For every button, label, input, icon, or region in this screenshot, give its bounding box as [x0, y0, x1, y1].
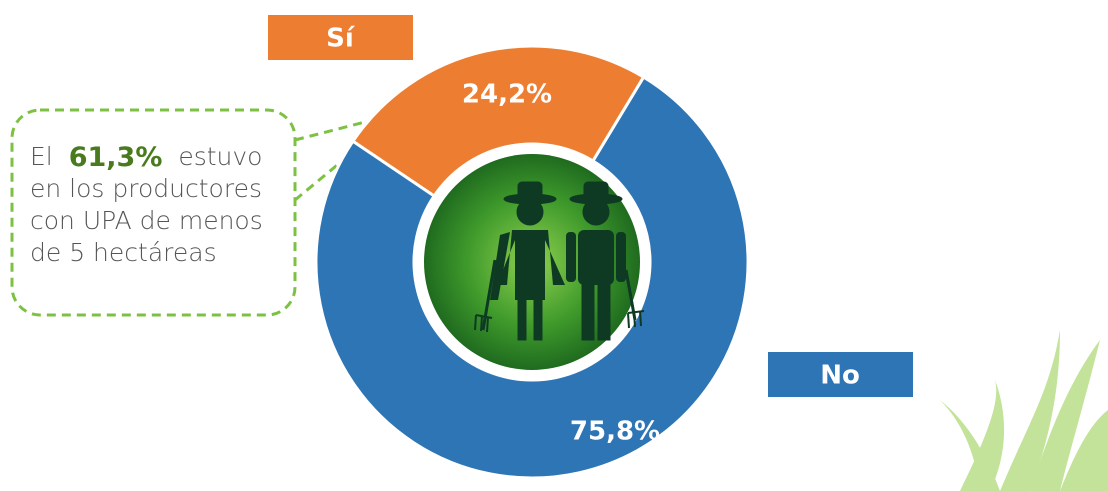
farmer-icon: [424, 154, 644, 370]
annotation-line: con UPA de menos: [30, 206, 263, 235]
annotation-line: El 61,3% estuvo: [30, 142, 262, 173]
annotation-prefix: El: [30, 142, 53, 171]
annotation-text: estuvo: [178, 142, 262, 171]
legend-label: No: [820, 361, 860, 391]
value-label: 24,2%: [462, 80, 552, 110]
value-label: 75,8%: [570, 417, 660, 447]
grass-decoration: [940, 330, 1108, 491]
chart: El 61,3% estuvo Sí No en los productores c…: [0, 0, 1108, 491]
annotation-line: de 5 hectáreas: [30, 238, 217, 267]
annotation-line: en los productores: [30, 174, 262, 203]
legend-label: Sí: [326, 24, 356, 54]
annotation-highlight: 61,3%: [69, 142, 163, 173]
